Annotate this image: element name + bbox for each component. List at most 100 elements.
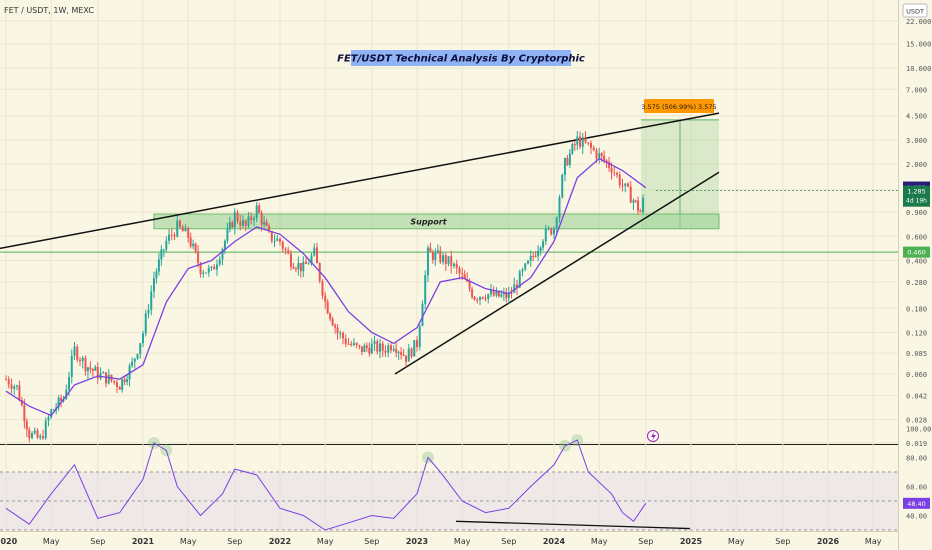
candle-body [84,357,87,372]
candle-body [239,221,242,226]
candle-body [526,260,529,264]
candle-body [86,367,89,372]
candle-body [344,338,347,344]
y-tick-label: 22.000 [906,18,931,26]
candle-body [513,284,516,293]
candle-body [192,243,195,247]
candle-body [315,247,318,264]
y-tick-label: 15.000 [906,41,931,49]
candle-body [78,359,81,362]
candle-body [542,241,545,248]
y-tick-label: 0.028 [906,417,927,425]
candle-body [70,355,73,378]
x-tick-label: May [728,537,745,546]
lightning-icon-glyph [651,432,656,441]
candle-body [52,409,55,411]
candle-body [331,318,334,326]
candle-body [544,228,547,242]
candle-body [178,220,181,228]
x-tick-label: May [43,537,60,546]
candle-body [81,357,84,362]
candle-body [379,343,382,352]
candle-body [444,255,447,264]
candle-body [176,220,179,237]
candle-body [150,291,153,311]
candle-body [566,158,569,166]
candle-body [263,221,266,225]
candle-body [434,252,437,260]
candle-body [553,228,555,235]
candle-body [199,263,202,274]
candle-body [405,355,408,362]
candle-body [68,377,71,390]
x-tick-label: May [865,537,882,546]
candle-body [10,384,13,389]
x-tick-label: Sep [364,537,379,546]
candle-body [368,347,371,354]
candle-body [310,255,313,264]
candle-body [547,228,550,230]
y-tick-label: 0.900 [906,209,927,217]
candle-body [489,290,492,295]
y-tick-label: 3.000 [906,137,927,145]
x-tick-label: 2025 [680,537,703,546]
y-tick-label: 7.000 [906,86,927,94]
candle-body [416,340,418,348]
candle-body [447,256,450,264]
candle-body [608,161,611,168]
candle-body [487,294,490,299]
currency-badge[interactable] [902,3,928,18]
candle-body [463,274,466,279]
candle-body [507,292,510,299]
candle-body [461,273,464,275]
candle-body [524,263,527,270]
candle-body [36,430,39,438]
chart-title: FET/USDT Technical Analysis By Cryptorph… [337,54,585,65]
candle-body [381,343,384,351]
candle-body [455,263,458,268]
candle-body [521,269,524,272]
candle-body [115,382,118,388]
candle-body [297,263,300,270]
candle-body [60,397,63,401]
candle-body [537,250,540,257]
candle-body [207,267,210,273]
candle-body [505,292,508,299]
candle-body [173,234,176,237]
candle-body [518,271,521,288]
candle-body [273,240,276,242]
candle-body [558,197,561,218]
candle-body [305,261,308,264]
candle-body [165,240,168,250]
target-label-background [644,99,714,113]
candle-body [407,348,410,362]
candle-body [576,136,579,145]
candle-body [20,400,23,406]
candle-body [197,251,200,264]
candle-body [402,354,405,356]
candle-body [136,354,139,359]
candle-body [28,429,31,439]
candle-body [532,255,535,257]
candle-body [218,259,221,265]
candle-body [436,250,439,253]
candle-body [168,234,171,241]
candle-body [497,290,500,297]
x-tick-label: 2020 [0,537,18,546]
candle-body [126,379,129,383]
level-tag [903,246,930,258]
y-tick-label: 0.280 [906,279,927,287]
candle-body [284,248,287,251]
candle-body [205,272,208,274]
rsi-tick-label: 100.00 [906,426,931,434]
candle-body [107,374,110,384]
candle-body [307,263,310,265]
y-tick-label: 0.060 [906,371,927,379]
candle-body [587,142,590,144]
candle-body [610,167,613,173]
upper-trendline [0,112,720,250]
candle-body [502,292,505,295]
candle-body [247,216,250,226]
